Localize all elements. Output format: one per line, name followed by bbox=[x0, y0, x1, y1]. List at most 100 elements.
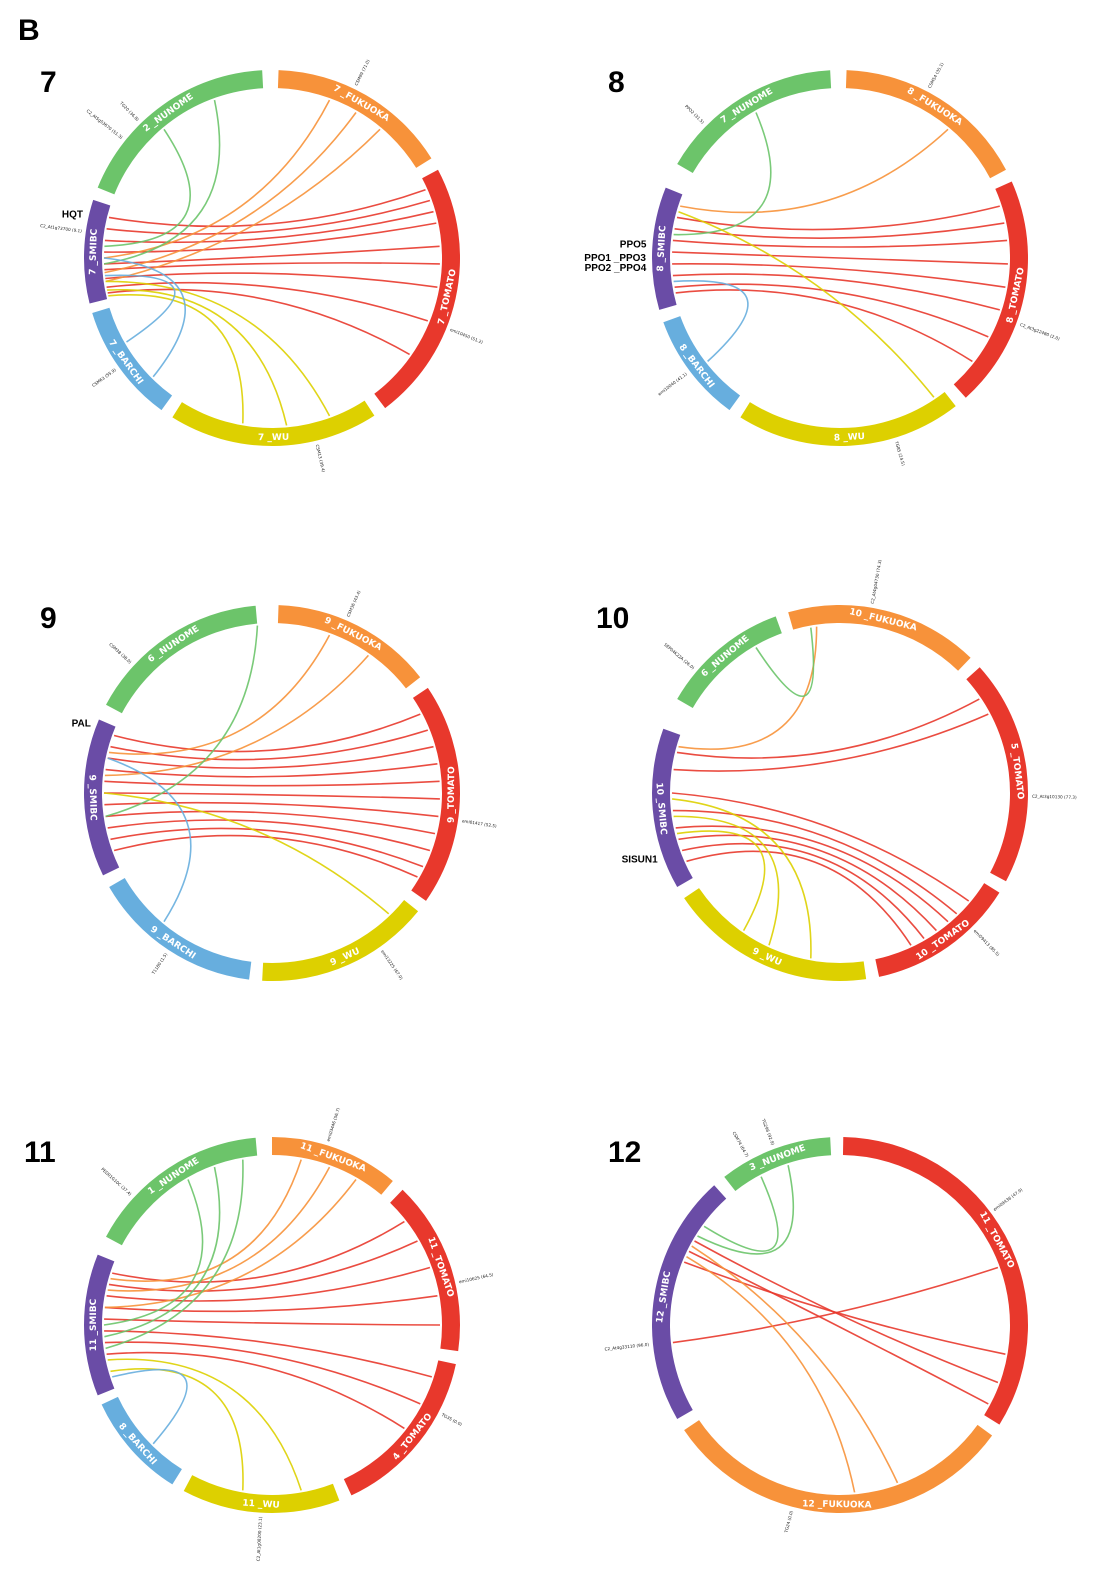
link-ribbon bbox=[675, 289, 973, 363]
marker-label: PED01G10C (37.4) bbox=[100, 1167, 133, 1197]
chromosome-segment bbox=[101, 1396, 182, 1485]
link-ribbon bbox=[683, 1261, 1006, 1355]
panel-number: 11 bbox=[24, 1136, 56, 1169]
marker-label: TG296 (92.9) bbox=[761, 1117, 776, 1146]
link-ribbon bbox=[672, 1266, 999, 1344]
link-ribbon bbox=[103, 99, 221, 265]
marker-label: emi10040 (41.1) bbox=[657, 371, 688, 396]
segment-label: 11 _TOMATO bbox=[977, 1210, 1016, 1270]
marker-label: C2_At5g53670 (51.3) bbox=[86, 108, 124, 140]
link-ribbon bbox=[108, 188, 426, 228]
chromosome-segment bbox=[651, 187, 683, 310]
link-ribbon bbox=[106, 1351, 405, 1430]
link-ribbon bbox=[676, 205, 1000, 231]
chromosome-segment bbox=[374, 169, 460, 409]
link-ribbon bbox=[107, 1166, 331, 1292]
gene-highlight-label: PAL bbox=[72, 718, 91, 729]
link-ribbon bbox=[673, 112, 772, 236]
link-ribbon bbox=[104, 210, 434, 244]
chromosome-segment bbox=[684, 1420, 993, 1513]
link-ribbon bbox=[110, 1368, 244, 1491]
segment-label: 9 _SMIBC bbox=[87, 774, 98, 821]
segment-label: 8 _FUKUOKA bbox=[905, 86, 964, 128]
segment-label: 7 _SMIBC bbox=[88, 228, 100, 275]
marker-label: SEP04K22A (26.0) bbox=[663, 642, 696, 671]
link-ribbon bbox=[680, 128, 949, 214]
panel-number: 8 bbox=[608, 66, 625, 99]
gene-highlight-label: SISUN1 bbox=[622, 854, 659, 865]
marker-label: C2_At1g08200 (23.1) bbox=[256, 1516, 263, 1561]
chromosome-segment bbox=[109, 878, 252, 980]
chromosome-segment bbox=[677, 70, 832, 173]
marker-label: C2_At4g33110 (96.0) bbox=[604, 1342, 649, 1352]
marker-label: emi13225 (67.0) bbox=[380, 949, 404, 981]
marker-label: TG35 (0.0) bbox=[440, 1412, 463, 1428]
link-ribbon bbox=[672, 239, 1008, 248]
link-ribbon bbox=[104, 654, 369, 777]
link-ribbon bbox=[105, 280, 331, 417]
link-ribbon bbox=[674, 283, 989, 338]
link-ribbon bbox=[672, 251, 1008, 265]
link-ribbon bbox=[678, 626, 818, 750]
segment-label: 6 _NUNOME bbox=[700, 634, 752, 680]
link-ribbon bbox=[691, 1245, 899, 1484]
link-ribbon bbox=[103, 99, 331, 259]
link-ribbon bbox=[107, 819, 431, 852]
panel-number: 9 bbox=[40, 602, 57, 635]
link-ribbon bbox=[671, 792, 970, 902]
link-ribbon bbox=[676, 698, 980, 759]
link-ribbon bbox=[104, 1341, 421, 1405]
marker-label: TG85 (24.5) bbox=[894, 440, 906, 467]
chromosome-segment bbox=[277, 70, 432, 168]
chromosome-segment bbox=[343, 1360, 456, 1496]
chromosome-segment bbox=[277, 605, 421, 689]
link-ribbon bbox=[107, 288, 288, 426]
link-ribbon bbox=[676, 830, 766, 931]
segment-label: 7 _FUKUOKA bbox=[331, 84, 391, 124]
chromosome-segment bbox=[652, 1185, 727, 1419]
chromosome-segment bbox=[842, 1137, 1028, 1425]
gene-highlight-label: HQT bbox=[62, 209, 83, 220]
link-ribbon bbox=[103, 257, 186, 378]
link-ribbon bbox=[104, 1179, 357, 1309]
marker-label: CSM38 (38.0) bbox=[108, 642, 133, 665]
chromosome-segment bbox=[172, 400, 375, 446]
segment-label: 9 _FUKUOKA bbox=[322, 616, 383, 654]
marker-label: CSM74 (64.7) bbox=[731, 1131, 749, 1159]
segment-label: 8 _SMIBC bbox=[656, 225, 668, 272]
link-ribbon bbox=[672, 273, 1001, 311]
marker-label: emi01417 (52.5) bbox=[462, 818, 498, 828]
marker-label: CSM13 (39.4) bbox=[315, 444, 326, 473]
gene-highlight-label: PPO5 bbox=[620, 239, 647, 250]
link-ribbon bbox=[675, 825, 949, 923]
link-ribbon bbox=[694, 1240, 999, 1384]
chromosome-segment bbox=[663, 316, 741, 411]
link-ribbon bbox=[108, 1240, 418, 1292]
segment-label: 8 _BARCHI bbox=[116, 1421, 158, 1467]
segment-label: 6 _NUNOME bbox=[146, 624, 201, 665]
link-ribbon bbox=[688, 1250, 989, 1405]
gene-highlight-label: PPO2 _PPO4 bbox=[585, 263, 647, 274]
chromosome-segment bbox=[788, 605, 971, 671]
marker-label: emi10625 (64.5) bbox=[459, 1272, 495, 1285]
link-ribbon bbox=[106, 199, 431, 235]
link-ribbon bbox=[104, 128, 191, 248]
panel-number: 12 bbox=[608, 1136, 641, 1169]
link-ribbon bbox=[686, 1256, 856, 1493]
marker-label: C2_At1g73700 (9.1) bbox=[40, 223, 83, 234]
segment-label: 11 _WU bbox=[242, 1499, 280, 1511]
segment-label: 4 _TOMATO bbox=[391, 1411, 434, 1462]
link-ribbon bbox=[105, 625, 259, 818]
segment-label: 10 _TOMATO bbox=[915, 918, 973, 963]
link-ribbon bbox=[697, 1165, 795, 1255]
link-ribbon bbox=[110, 827, 424, 868]
link-ribbon bbox=[673, 815, 780, 946]
marker-label: C2_At4g04730 (74.3) bbox=[870, 559, 883, 604]
link-ribbon bbox=[672, 809, 958, 915]
link-ribbon bbox=[106, 281, 429, 322]
link-ribbon bbox=[678, 834, 937, 932]
